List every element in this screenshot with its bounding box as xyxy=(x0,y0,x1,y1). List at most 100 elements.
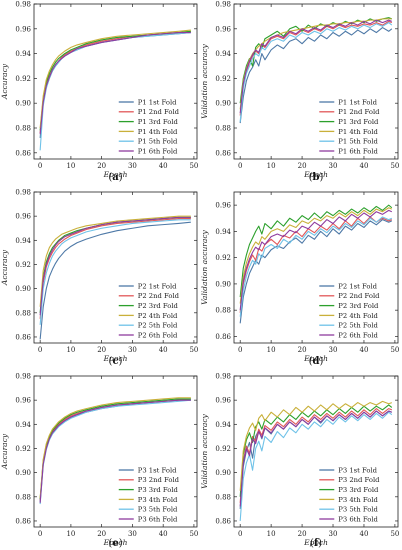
legend-entry: P1 4th Fold xyxy=(338,128,378,136)
x-tick-label: 10 xyxy=(267,346,276,354)
y-tick-label: 0.86 xyxy=(15,149,31,157)
y-tick-label: 0.86 xyxy=(215,333,231,341)
x-tick-label: 10 xyxy=(66,346,75,354)
x-tick-label: 10 xyxy=(267,530,276,538)
legend-entry: P3 3rd Fold xyxy=(138,486,179,494)
y-tick-label: 0.92 xyxy=(15,75,31,83)
y-tick-label: 0.98 xyxy=(15,189,31,197)
legend-entry: P1 6th Fold xyxy=(138,147,178,155)
legend: P1 1st Fold P1 2nd Fold P1 3rd Fold P1 4th … xyxy=(319,98,380,155)
y-axis-label: Validation accuracy xyxy=(200,229,209,304)
x-tick-label: 30 xyxy=(128,530,137,538)
y-tick-label: 0.90 xyxy=(15,100,31,108)
legend-entry: P1 5th Fold xyxy=(138,138,178,146)
x-tick-label: 50 xyxy=(189,346,198,354)
panel-caption: (a) xyxy=(108,172,122,183)
x-axis-label: Epoch xyxy=(103,170,128,179)
legend-entry: P2 1st Fold xyxy=(338,282,377,290)
y-tick-label: 0.88 xyxy=(15,125,31,133)
x-tick-label: 20 xyxy=(97,530,106,538)
legend-entry: P2 6th Fold xyxy=(138,331,178,339)
plot-frame xyxy=(233,191,399,344)
chart-e: 0 10 20 30 40 50 0.86 0.88 0.90 0.92 0.94 0.96 0.98 E… xyxy=(0,373,198,550)
y-tick-label: 0.96 xyxy=(215,202,231,210)
legend-entry: P3 4th Fold xyxy=(338,496,378,504)
x-tick-label: 50 xyxy=(390,530,399,538)
plot-frame xyxy=(33,191,198,344)
series-line-6 xyxy=(39,399,191,503)
y-tick-label: 0.94 xyxy=(215,50,231,58)
plot-frame xyxy=(33,3,198,160)
plot-frame xyxy=(233,3,399,160)
legend-entry: P3 5th Fold xyxy=(338,506,378,514)
legend: P3 1st Fold P3 2nd Fold P3 3rd Fold P3 4th … xyxy=(319,466,380,523)
legend-entry: P2 3rd Fold xyxy=(338,302,379,310)
panel-caption: (c) xyxy=(109,356,123,367)
y-tick-label: 0.86 xyxy=(215,517,231,525)
x-tick-label: 30 xyxy=(329,162,338,170)
y-tick-label: 0.96 xyxy=(215,397,231,405)
y-tick-label: 0.90 xyxy=(15,285,31,293)
series-line-2 xyxy=(39,218,191,319)
plot-frame xyxy=(33,375,198,528)
x-tick-label: 50 xyxy=(189,162,198,170)
x-tick-label: 50 xyxy=(189,530,198,538)
y-tick-label: 0.90 xyxy=(215,280,231,288)
legend-entry: P3 6th Fold xyxy=(138,515,178,523)
y-tick-label: 0.86 xyxy=(215,149,231,157)
y-tick-label: 0.92 xyxy=(15,445,31,453)
panel-caption: (e) xyxy=(108,538,122,549)
x-tick-label: 30 xyxy=(128,346,137,354)
series-line-3 xyxy=(239,204,393,298)
x-tick-label: 40 xyxy=(360,530,369,538)
series-line-6 xyxy=(39,31,191,135)
y-tick-label: 0.98 xyxy=(15,1,31,9)
panel-caption: (b) xyxy=(309,172,324,183)
x-tick-label: 40 xyxy=(159,346,168,354)
chart-a: 0 10 20 30 40 50 0.86 0.88 0.90 0.92 0.94 0.96 0.98 E… xyxy=(0,1,198,184)
chart-d: 0 10 20 30 40 50 0.86 0.88 0.90 0.92 0.94 0.96 Epoch… xyxy=(200,191,399,367)
series-line-6 xyxy=(39,216,191,316)
series-line-4 xyxy=(39,29,191,129)
series-line-5 xyxy=(239,411,393,522)
legend-entry: P1 5th Fold xyxy=(338,138,378,146)
x-tick-label: 30 xyxy=(128,162,137,170)
series-line-6 xyxy=(239,209,393,311)
y-tick-label: 0.86 xyxy=(15,333,31,341)
series-line-1 xyxy=(39,221,191,340)
series-line-3 xyxy=(239,17,393,104)
x-tick-label: 30 xyxy=(329,530,338,538)
legend: P2 1st Fold P2 2nd Fold P2 3rd Fold P2 4th … xyxy=(319,282,380,339)
chart-c: 0 10 20 30 40 50 0.86 0.88 0.90 0.92 0.94 0.96 0.98 E… xyxy=(0,189,198,368)
y-tick-label: 0.96 xyxy=(15,213,31,221)
y-tick-label: 0.94 xyxy=(215,421,231,429)
y-tick-label: 0.92 xyxy=(215,254,231,262)
y-tick-label: 0.94 xyxy=(15,237,31,245)
y-tick-label: 0.88 xyxy=(15,493,31,501)
legend-entry: P1 3rd Fold xyxy=(138,118,179,126)
x-tick-label: 20 xyxy=(298,162,307,170)
series-line-4 xyxy=(239,400,393,491)
x-axis-label: Epoch xyxy=(303,170,328,179)
x-tick-label: 0 xyxy=(238,162,242,170)
legend-entry: P1 1st Fold xyxy=(338,98,377,106)
y-tick-label: 0.96 xyxy=(215,25,231,33)
series-line-1 xyxy=(239,219,393,324)
x-tick-label: 20 xyxy=(298,530,307,538)
x-tick-label: 50 xyxy=(390,162,399,170)
y-tick-label: 0.88 xyxy=(215,307,231,315)
x-tick-label: 40 xyxy=(360,346,369,354)
y-tick-label: 0.94 xyxy=(215,228,231,236)
y-tick-label: 0.98 xyxy=(215,1,231,9)
x-tick-label: 0 xyxy=(238,530,242,538)
y-tick-label: 0.98 xyxy=(215,373,231,381)
series-line-2 xyxy=(239,216,393,313)
x-tick-label: 0 xyxy=(38,530,42,538)
legend-entry: P3 5th Fold xyxy=(138,506,178,514)
x-tick-label: 20 xyxy=(97,346,106,354)
y-tick-label: 0.92 xyxy=(15,261,31,269)
y-axis-label: Accuracy xyxy=(0,433,9,470)
series-line-6 xyxy=(239,19,393,114)
x-tick-label: 20 xyxy=(298,346,307,354)
series-line-4 xyxy=(39,215,191,307)
